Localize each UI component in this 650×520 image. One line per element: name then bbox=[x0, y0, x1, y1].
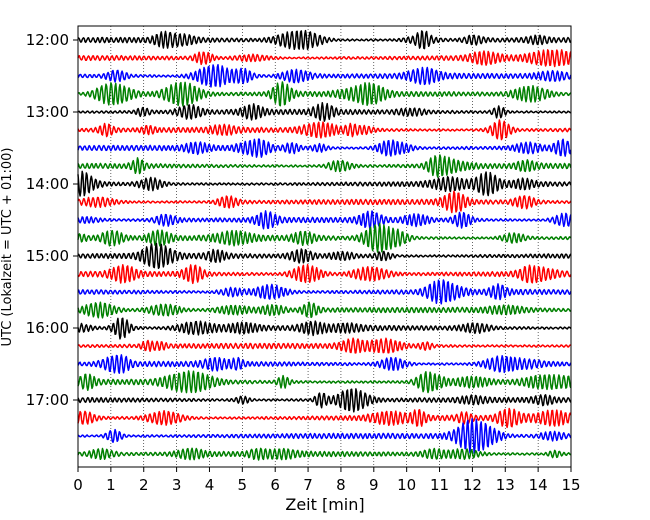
y-tick-label: 17:00 bbox=[26, 391, 69, 409]
x-tick-label: 4 bbox=[205, 476, 215, 494]
seismogram-trace bbox=[77, 49, 572, 68]
x-tick-label: 8 bbox=[336, 476, 346, 494]
seismogram-trace bbox=[77, 190, 572, 214]
seismogram-trace bbox=[77, 418, 572, 454]
seismogram-trace bbox=[77, 81, 572, 107]
x-tick-label: 11 bbox=[430, 476, 449, 494]
y-tick-label: 16:00 bbox=[26, 319, 69, 337]
x-tick-label: 5 bbox=[238, 476, 248, 494]
seismogram-trace bbox=[77, 370, 572, 394]
plot-frame bbox=[77, 25, 572, 468]
seismogram-trace bbox=[77, 29, 571, 51]
axis-ticks: 0 1 2 3 4 5 6 7 8 9 10 11 12 13 14 1512:0013:0014:0015:… bbox=[26, 31, 581, 494]
seismogram-trace bbox=[77, 138, 572, 158]
seismogram-trace bbox=[77, 170, 572, 197]
seismogram-trace bbox=[77, 263, 572, 285]
x-tick-label: 0 bbox=[73, 476, 83, 494]
seismogram-trace bbox=[77, 101, 571, 122]
seismogram-traces bbox=[77, 29, 572, 461]
x-tick-label: 9 bbox=[369, 476, 379, 494]
seismogram-trace bbox=[77, 317, 572, 340]
x-tick-label: 7 bbox=[303, 476, 313, 494]
seismogram-trace bbox=[77, 279, 572, 305]
x-tick-label: 1 bbox=[106, 476, 116, 494]
seismogram-trace bbox=[77, 301, 571, 319]
seismogram-trace bbox=[77, 407, 572, 429]
x-tick-label: 2 bbox=[139, 476, 149, 494]
y-tick-label: 13:00 bbox=[26, 103, 69, 121]
y-tick-label: 12:00 bbox=[26, 31, 69, 49]
seismogram-trace bbox=[77, 119, 572, 141]
seismogram-trace bbox=[77, 210, 572, 230]
seismogram-trace bbox=[77, 242, 572, 270]
seismogram-trace bbox=[77, 447, 571, 461]
x-tick-label: 10 bbox=[397, 476, 416, 494]
y-tick-label: 15:00 bbox=[26, 247, 69, 265]
seismogram-trace bbox=[77, 388, 572, 413]
y-axis-label: UTC (Lokalzeit = UTC + 01:00) bbox=[0, 148, 15, 347]
x-tick-label: 12 bbox=[463, 476, 482, 494]
x-tick-label: 6 bbox=[270, 476, 280, 494]
x-tick-label: 14 bbox=[529, 476, 548, 494]
x-tick-label: 3 bbox=[172, 476, 182, 494]
seismogram-trace bbox=[77, 64, 572, 88]
x-tick-label: 13 bbox=[496, 476, 515, 494]
y-tick-label: 14:00 bbox=[26, 175, 69, 193]
seismogram-trace bbox=[77, 222, 572, 253]
x-tick-label: 15 bbox=[561, 476, 580, 494]
seismogram-trace bbox=[77, 154, 572, 178]
seismogram-trace bbox=[77, 337, 572, 354]
seismogram-trace bbox=[77, 354, 572, 374]
x-axis-label: Zeit [min] bbox=[285, 495, 364, 514]
